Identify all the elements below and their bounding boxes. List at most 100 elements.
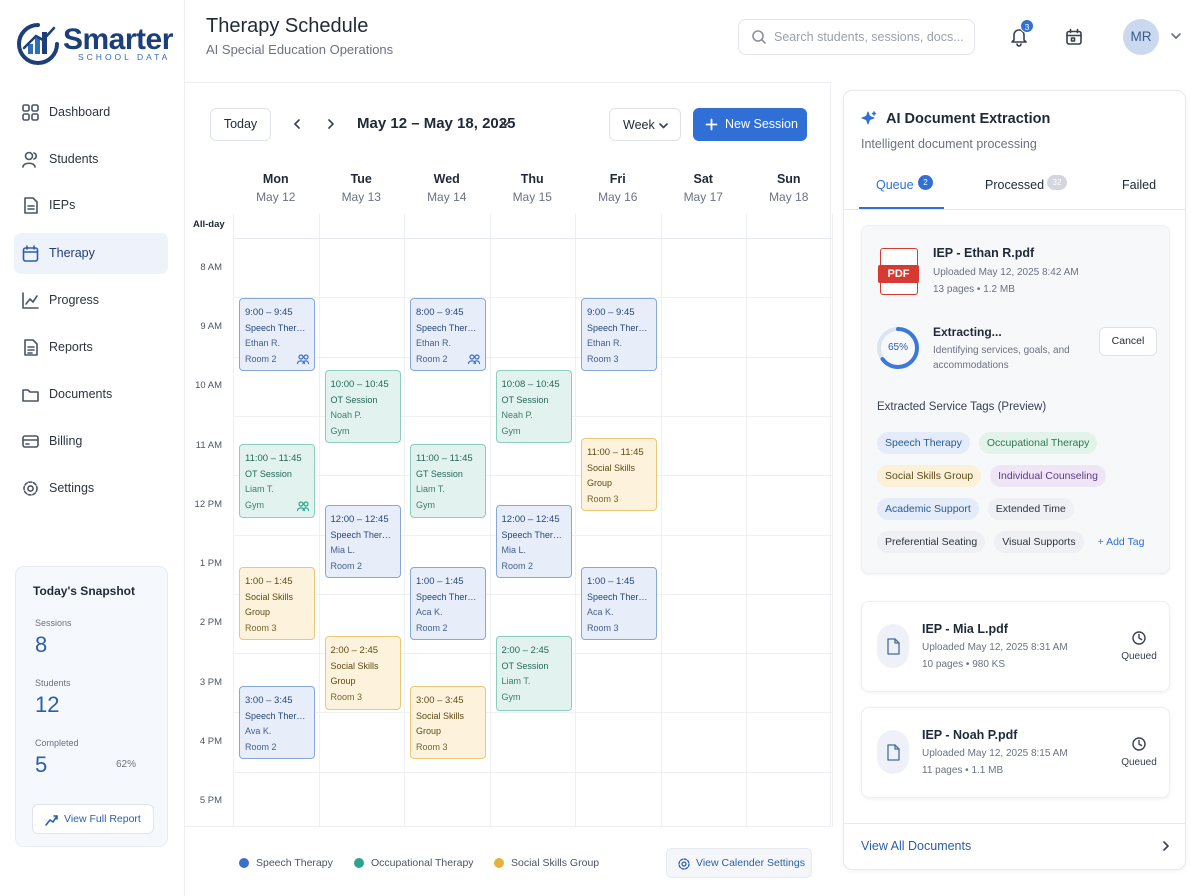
nav-active-bg <box>14 233 168 274</box>
nav-label: Therapy <box>49 246 95 260</box>
event-card[interactable]: 12:00 – 12:45 Speech Therapy Mia L. Room 2 <box>495 505 572 578</box>
search-icon-part <box>752 30 764 42</box>
event-card[interactable]: 10:00 – 10:45 OT Session Noah P. Gym <box>324 370 401 443</box>
progress-arc <box>877 327 919 369</box>
next-week-button[interactable] <box>321 114 341 134</box>
queued-document-card[interactable]: IEP - Noah P.pdf Uploaded May 12, 2025 8:… <box>861 707 1170 798</box>
progress-ring <box>877 327 919 369</box>
event-card[interactable]: 2:00 – 2:45 OT Session Liam T. Gym <box>495 636 572 711</box>
range-caret-part <box>501 121 510 127</box>
event-card[interactable]: 9:00 – 9:45 Speech Therapy Ethan R. Room 2 <box>239 298 315 371</box>
event-student: Aca K. <box>587 607 614 617</box>
avatar[interactable]: MR <box>1123 19 1159 55</box>
calendar-button[interactable] <box>1060 23 1088 51</box>
event-card[interactable]: 1:00 – 1:45 Social Skills Group Room 3 <box>239 567 315 640</box>
footer-chevron-part <box>1163 841 1169 851</box>
view-full-report-button[interactable]: View Full Report <box>32 804 154 834</box>
extraction-detail: Identifying services, goals, and accommo… <box>933 345 1070 371</box>
event-time: 8:00 – 9:45 <box>416 307 464 318</box>
group-icon-part <box>298 501 304 507</box>
nav-icon-part <box>22 113 30 121</box>
day-date: May 16 <box>598 190 638 204</box>
nav-icon-part <box>24 197 38 214</box>
event-card[interactable]: 11:00 – 11:45 OT Session Liam T. Gym <box>239 444 315 518</box>
plus-icon-part <box>705 118 718 131</box>
add-tag-link[interactable]: + Add Tag <box>1097 536 1145 548</box>
nav-icon <box>24 339 38 356</box>
document-uploaded: Uploaded May 12, 2025 8:31 AM <box>922 642 1068 653</box>
calendar-settings-button[interactable]: View Calender Settings <box>666 848 812 878</box>
service-tag: Academic Support <box>877 498 979 520</box>
nav-item[interactable]: Billing <box>14 421 168 461</box>
tab-label[interactable]: Queue <box>876 178 914 192</box>
new-session-button[interactable]: New Session <box>693 108 807 141</box>
event-card[interactable]: 3:00 – 3:45 Social Skills Group Room 3 <box>410 686 486 759</box>
calendar-icon-part <box>1066 30 1082 45</box>
date-range[interactable]: May 12 – May 18, 2025 <box>357 115 516 132</box>
group-icon <box>296 501 310 512</box>
view-all-documents-link[interactable]: View All Documents <box>861 839 972 853</box>
sparkle-icon-part <box>871 111 877 116</box>
nav-item[interactable]: Dashboard <box>14 92 168 132</box>
nav-item[interactable]: Students <box>14 139 168 179</box>
plus-icon <box>705 118 718 131</box>
event-time: 10:08 – 10:45 <box>501 379 560 390</box>
event-room: Gym <box>416 499 435 510</box>
nav-icon-part <box>22 245 39 253</box>
group-icon <box>296 354 310 365</box>
event-card[interactable]: 1:00 – 1:45 Speech Therapy Aca K. Room 2 <box>410 567 486 640</box>
nav-icon-part <box>22 162 36 168</box>
day-name: Fri <box>609 172 626 186</box>
nav-icon <box>23 481 38 496</box>
nav-item[interactable]: Progress <box>14 280 168 320</box>
event-card[interactable]: 11:00 – 11:45 Social Skills Group Room 3 <box>581 438 657 511</box>
nav-icon-part <box>24 339 38 356</box>
search-box[interactable]: Search students, sessions, docs... <box>738 19 975 55</box>
previous-week-button[interactable] <box>287 114 307 134</box>
event-card[interactable]: 10:08 – 10:45 OT Session Neah P. Gym <box>495 370 572 443</box>
stat-label: Completed <box>35 738 79 748</box>
event-card[interactable]: 3:00 – 3:45 Speech Therapy Ava K. Room 2 <box>239 686 315 759</box>
notifications-button[interactable]: 3 <box>1005 19 1035 52</box>
view-select[interactable]: Week <box>609 108 681 141</box>
event-card[interactable]: 9:00 – 9:45 Speech Therapy Ethan R. Room 3 <box>581 298 657 371</box>
event-title: Speech Therapy <box>416 322 480 333</box>
tab-count-badge: 32 <box>1047 175 1067 190</box>
service-tag: Visual Supports <box>994 531 1084 553</box>
event-card[interactable]: 12:00 – 12:45 Speech Therapy Mia L. Room 2 <box>324 505 401 578</box>
nav-icon-part <box>22 439 39 445</box>
tab-label[interactable]: Processed <box>985 178 1045 192</box>
footer-chevron <box>1163 841 1169 851</box>
nav-item[interactable]: Settings <box>14 468 168 508</box>
cancel-button[interactable]: Cancel <box>1099 327 1157 356</box>
report-icon-part <box>53 815 58 820</box>
service-tag: Occupational Therapy <box>978 432 1098 454</box>
event-card[interactable]: 11:00 – 11:45 GT Session Liam T. Gym <box>410 444 486 518</box>
day-name: Sat <box>693 172 713 186</box>
stat-value: 12 <box>35 692 60 717</box>
event-card[interactable]: 8:00 – 9:45 Speech Therapy Ethan R. Room 2 <box>410 298 486 371</box>
event-title: Speech Therapy <box>245 710 309 721</box>
tab-count-badge: 2 <box>918 175 933 190</box>
event-time: 3:00 – 3:45 <box>245 695 293 706</box>
nav-item[interactable]: IEPs <box>14 185 168 225</box>
nav-icon-part <box>22 435 39 448</box>
event-student: Mia L. <box>330 545 356 555</box>
event-time: 9:00 – 9:45 <box>587 307 635 318</box>
event-card[interactable]: 2:00 – 2:45 Social Skills Group Room 3 <box>324 636 401 710</box>
logo-mark-part <box>22 26 56 50</box>
group-icon-part <box>467 360 481 365</box>
event-time: 10:00 – 10:45 <box>330 379 389 390</box>
queued-document-card[interactable]: IEP - Mia L.pdf Uploaded May 12, 2025 8:3… <box>861 601 1170 692</box>
tab-label[interactable]: Failed <box>1122 178 1157 192</box>
event-title: Speech Therapy <box>587 322 651 333</box>
nav-item[interactable]: Reports <box>14 327 168 367</box>
nav-item[interactable]: Documents <box>14 374 168 414</box>
nav-item[interactable]: Therapy <box>14 233 168 273</box>
today-button[interactable]: Today <box>210 108 271 141</box>
nav-icon <box>22 151 38 168</box>
avatar-chevron <box>1171 33 1181 39</box>
event-card[interactable]: 1:00 – 1:45 Speech Therapy Aca K. Room 3 <box>581 567 657 640</box>
nav-icon-part <box>31 104 39 112</box>
